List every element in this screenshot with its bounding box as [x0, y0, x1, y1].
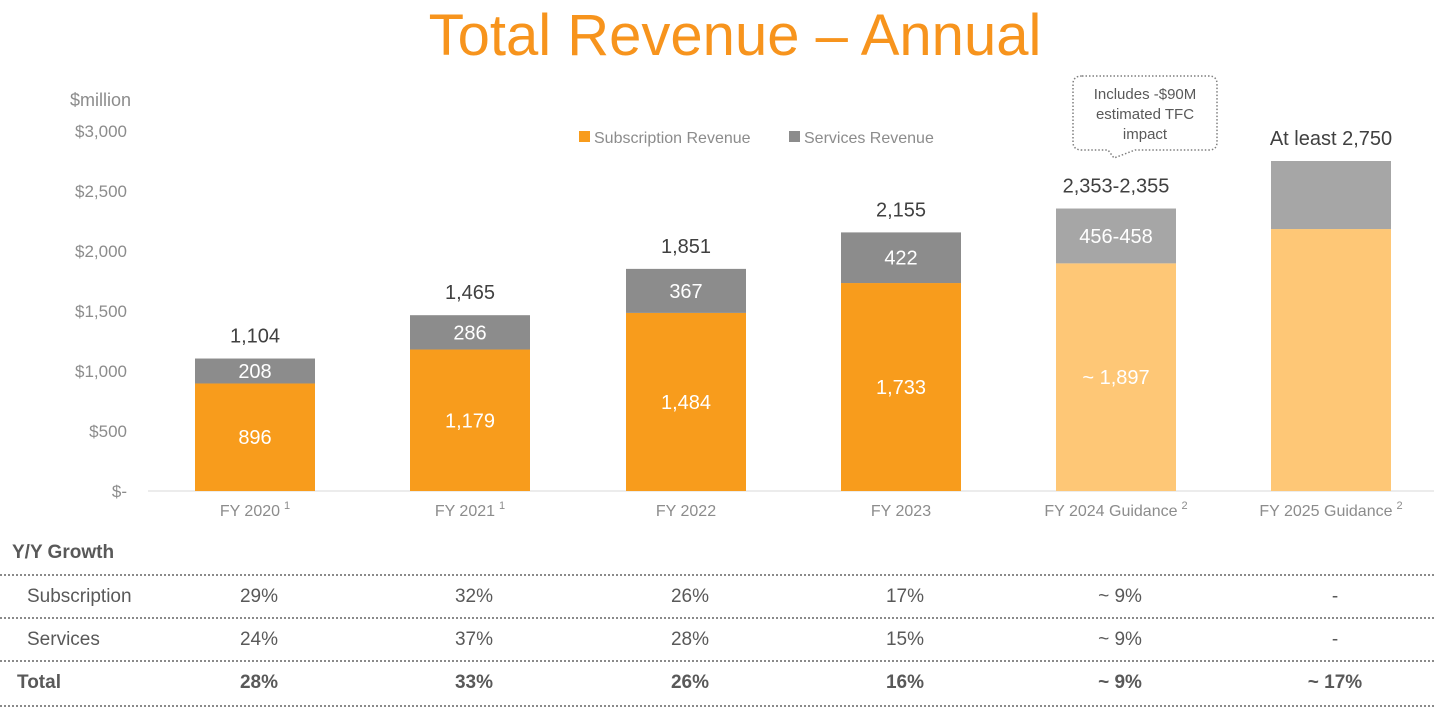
bar-services [410, 315, 530, 350]
footnote-marker: 2 [1397, 500, 1403, 512]
growth-cell: 37% [454, 629, 494, 650]
x-tick-label: FY 2022 [656, 503, 716, 520]
growth-cell: 26% [670, 672, 710, 693]
bar-subscription [410, 349, 530, 491]
bar-services [841, 232, 961, 284]
annotation-text: impact [1123, 126, 1168, 143]
growth-cell: ~ 17% [1307, 672, 1363, 693]
y-tick-label: $1,500 [75, 302, 127, 321]
annotation-callout [1072, 75, 1218, 159]
total-label: 1,104 [230, 326, 280, 348]
growth-cell: 17% [885, 586, 925, 607]
slide-title: Total Revenue – Annual [428, 3, 1042, 68]
growth-row-services: Services 24% 37% 28% 15% ~ 9% - [0, 617, 1434, 662]
bar-subscription [1271, 229, 1391, 492]
y-axis-label: $million [70, 90, 131, 110]
x-tick-label: FY 2021 1 [435, 500, 505, 520]
bar-services [195, 358, 315, 384]
growth-cell: 15% [885, 629, 925, 650]
bar-label-subscription: ~ 1,897 [1082, 367, 1149, 389]
bar-subscription [195, 383, 315, 491]
total-label: 2,353-2,355 [1063, 176, 1170, 198]
x-tick-label: FY 2025 Guidance 2 [1259, 500, 1402, 520]
x-tick-label: FY 2023 [871, 503, 931, 520]
annotation-text: Includes -$90M [1094, 86, 1197, 103]
y-tick-label: $1,000 [75, 362, 127, 381]
growth-row-label: Services [27, 629, 100, 650]
legend-swatch-subscription [579, 131, 590, 142]
y-tick-label: $3,000 [75, 122, 127, 141]
growth-cell: 24% [239, 629, 279, 650]
bar-label-subscription: 896 [238, 427, 271, 449]
bar-subscription [841, 283, 961, 491]
bar-label-services: 367 [669, 281, 702, 303]
total-label: 2,155 [876, 199, 926, 221]
total-label: 1,465 [445, 282, 495, 304]
y-tick-label: $500 [89, 422, 127, 441]
total-label: 1,851 [661, 236, 711, 258]
bar-subscription [626, 312, 746, 491]
footnote-marker: 1 [284, 500, 290, 512]
bar-label-subscription: 1,733 [876, 377, 926, 399]
bar-label-services: 286 [453, 322, 486, 344]
growth-cell: - [1331, 629, 1339, 650]
growth-cell: ~ 9% [1098, 672, 1142, 693]
growth-cell: 28% [670, 629, 710, 650]
y-tick-label: $2,000 [75, 242, 127, 261]
growth-row-label: Subscription [27, 586, 132, 607]
footnote-marker: 2 [1182, 500, 1188, 512]
growth-table-heading: Y/Y Growth [12, 542, 115, 563]
y-tick-label: $- [112, 482, 127, 501]
growth-row-subscription: Subscription 29% 32% 26% 17% ~ 9% - [0, 574, 1434, 619]
growth-cell: 33% [454, 672, 494, 693]
legend-label-services: Services Revenue [804, 130, 934, 147]
bar-label-services: 422 [884, 248, 917, 270]
growth-cell: 29% [239, 586, 279, 607]
x-tick-label: FY 2020 1 [220, 500, 290, 520]
growth-cell: - [1331, 586, 1339, 607]
growth-cell: 28% [239, 672, 279, 693]
revenue-chart: $million $- $500 $1,000 $1,500 $2,000 $2,500 $3… [70, 75, 1434, 520]
growth-row-total: Total 28% 33% 26% 16% ~ 9% ~ 17% [0, 660, 1434, 707]
growth-cell: ~ 9% [1098, 586, 1142, 607]
legend-label-subscription: Subscription Revenue [594, 130, 751, 147]
bar-label-services: 456-458 [1079, 226, 1152, 248]
growth-cell: 16% [885, 672, 925, 693]
bar-subscription [1056, 263, 1176, 491]
bar-label-services: 208 [238, 361, 271, 383]
growth-cell: 32% [454, 586, 494, 607]
bar-services [1271, 161, 1391, 230]
growth-cell: 26% [670, 586, 710, 607]
legend-swatch-services [789, 131, 800, 142]
bar-services [1056, 208, 1176, 264]
growth-row-label: Total [17, 672, 61, 693]
y-tick-label: $2,500 [75, 182, 127, 201]
annotation-text: estimated TFC [1096, 106, 1194, 123]
bar-services [626, 268, 746, 313]
footnote-marker: 1 [499, 500, 505, 512]
bar-label-subscription: 1,484 [661, 392, 711, 414]
x-tick-label: FY 2024 Guidance 2 [1044, 500, 1187, 520]
growth-cell: ~ 9% [1098, 629, 1142, 650]
total-label: At least 2,750 [1270, 128, 1392, 150]
bar-label-subscription: 1,179 [445, 410, 495, 432]
